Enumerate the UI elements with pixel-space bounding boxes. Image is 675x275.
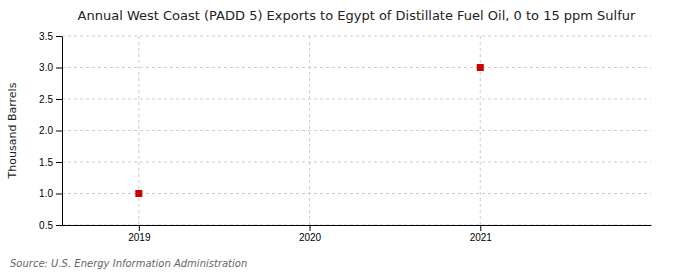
grid-line: [309, 36, 310, 225]
tick-label: 2021: [470, 232, 493, 243]
tick-mark: [56, 99, 62, 100]
tick: 1.5: [39, 157, 62, 168]
tick-mark: [139, 225, 140, 231]
tick-mark: [310, 225, 311, 231]
grid-line: [62, 36, 651, 37]
tick-mark: [56, 131, 62, 132]
tick-mark: [56, 36, 62, 37]
tick-label: 2020: [299, 232, 322, 243]
chart: 2019 2020 2021 0.5 1.0 1.5 2.0 2.5 3.0 3.5 Annual …: [0, 0, 675, 275]
grid-line: [62, 162, 651, 163]
plot: 2019 2020 2021 0.5 1.0 1.5 2.0 2.5 3.0 3.5: [39, 31, 651, 243]
tick-label: 2.0: [39, 125, 53, 136]
grid-line: [62, 130, 651, 131]
grid-line: [62, 67, 651, 68]
tick: 2021: [470, 225, 493, 243]
tick-label: 1.5: [39, 157, 53, 168]
grid-line: [62, 225, 651, 226]
tick: 3.5: [39, 31, 62, 42]
tick-label: 3.5: [39, 31, 53, 42]
y-axis: 0.5 1.0 1.5 2.0 2.5 3.0 3.5: [39, 31, 62, 231]
marks: [135, 64, 483, 197]
tick-label: 2.5: [39, 94, 53, 105]
tick-mark: [480, 225, 481, 231]
point: [477, 64, 484, 71]
tick-mark: [56, 194, 62, 195]
tick-label: 1.0: [39, 188, 53, 199]
tick-label: 0.5: [39, 220, 53, 231]
tick-label: 2019: [128, 232, 151, 243]
source-note: Source: U.S. Energy Information Administ…: [10, 258, 247, 269]
tick-mark: [56, 162, 62, 163]
title: Annual West Coast (PADD 5) Exports to Eg…: [78, 8, 636, 23]
x-axis: 2019 2020 2021: [63, 225, 652, 243]
axis-line: [62, 37, 63, 226]
axis-line: [63, 225, 652, 226]
point: [135, 190, 142, 197]
tick: 1.0: [39, 188, 62, 199]
tick-mark: [56, 225, 62, 226]
tick: 2020: [299, 225, 322, 243]
tick-mark: [56, 68, 62, 69]
grid-line: [62, 99, 651, 100]
tick: 2.5: [39, 94, 62, 105]
grid-line: [62, 193, 651, 194]
grid: [62, 36, 651, 225]
tick: 3.0: [39, 62, 62, 73]
tick-label: 3.0: [39, 62, 53, 73]
tick: 0.5: [39, 220, 62, 231]
tick: 2019: [128, 225, 151, 243]
y-axis-title: Thousand Barrels: [6, 82, 19, 179]
tick: 2.0: [39, 125, 62, 136]
